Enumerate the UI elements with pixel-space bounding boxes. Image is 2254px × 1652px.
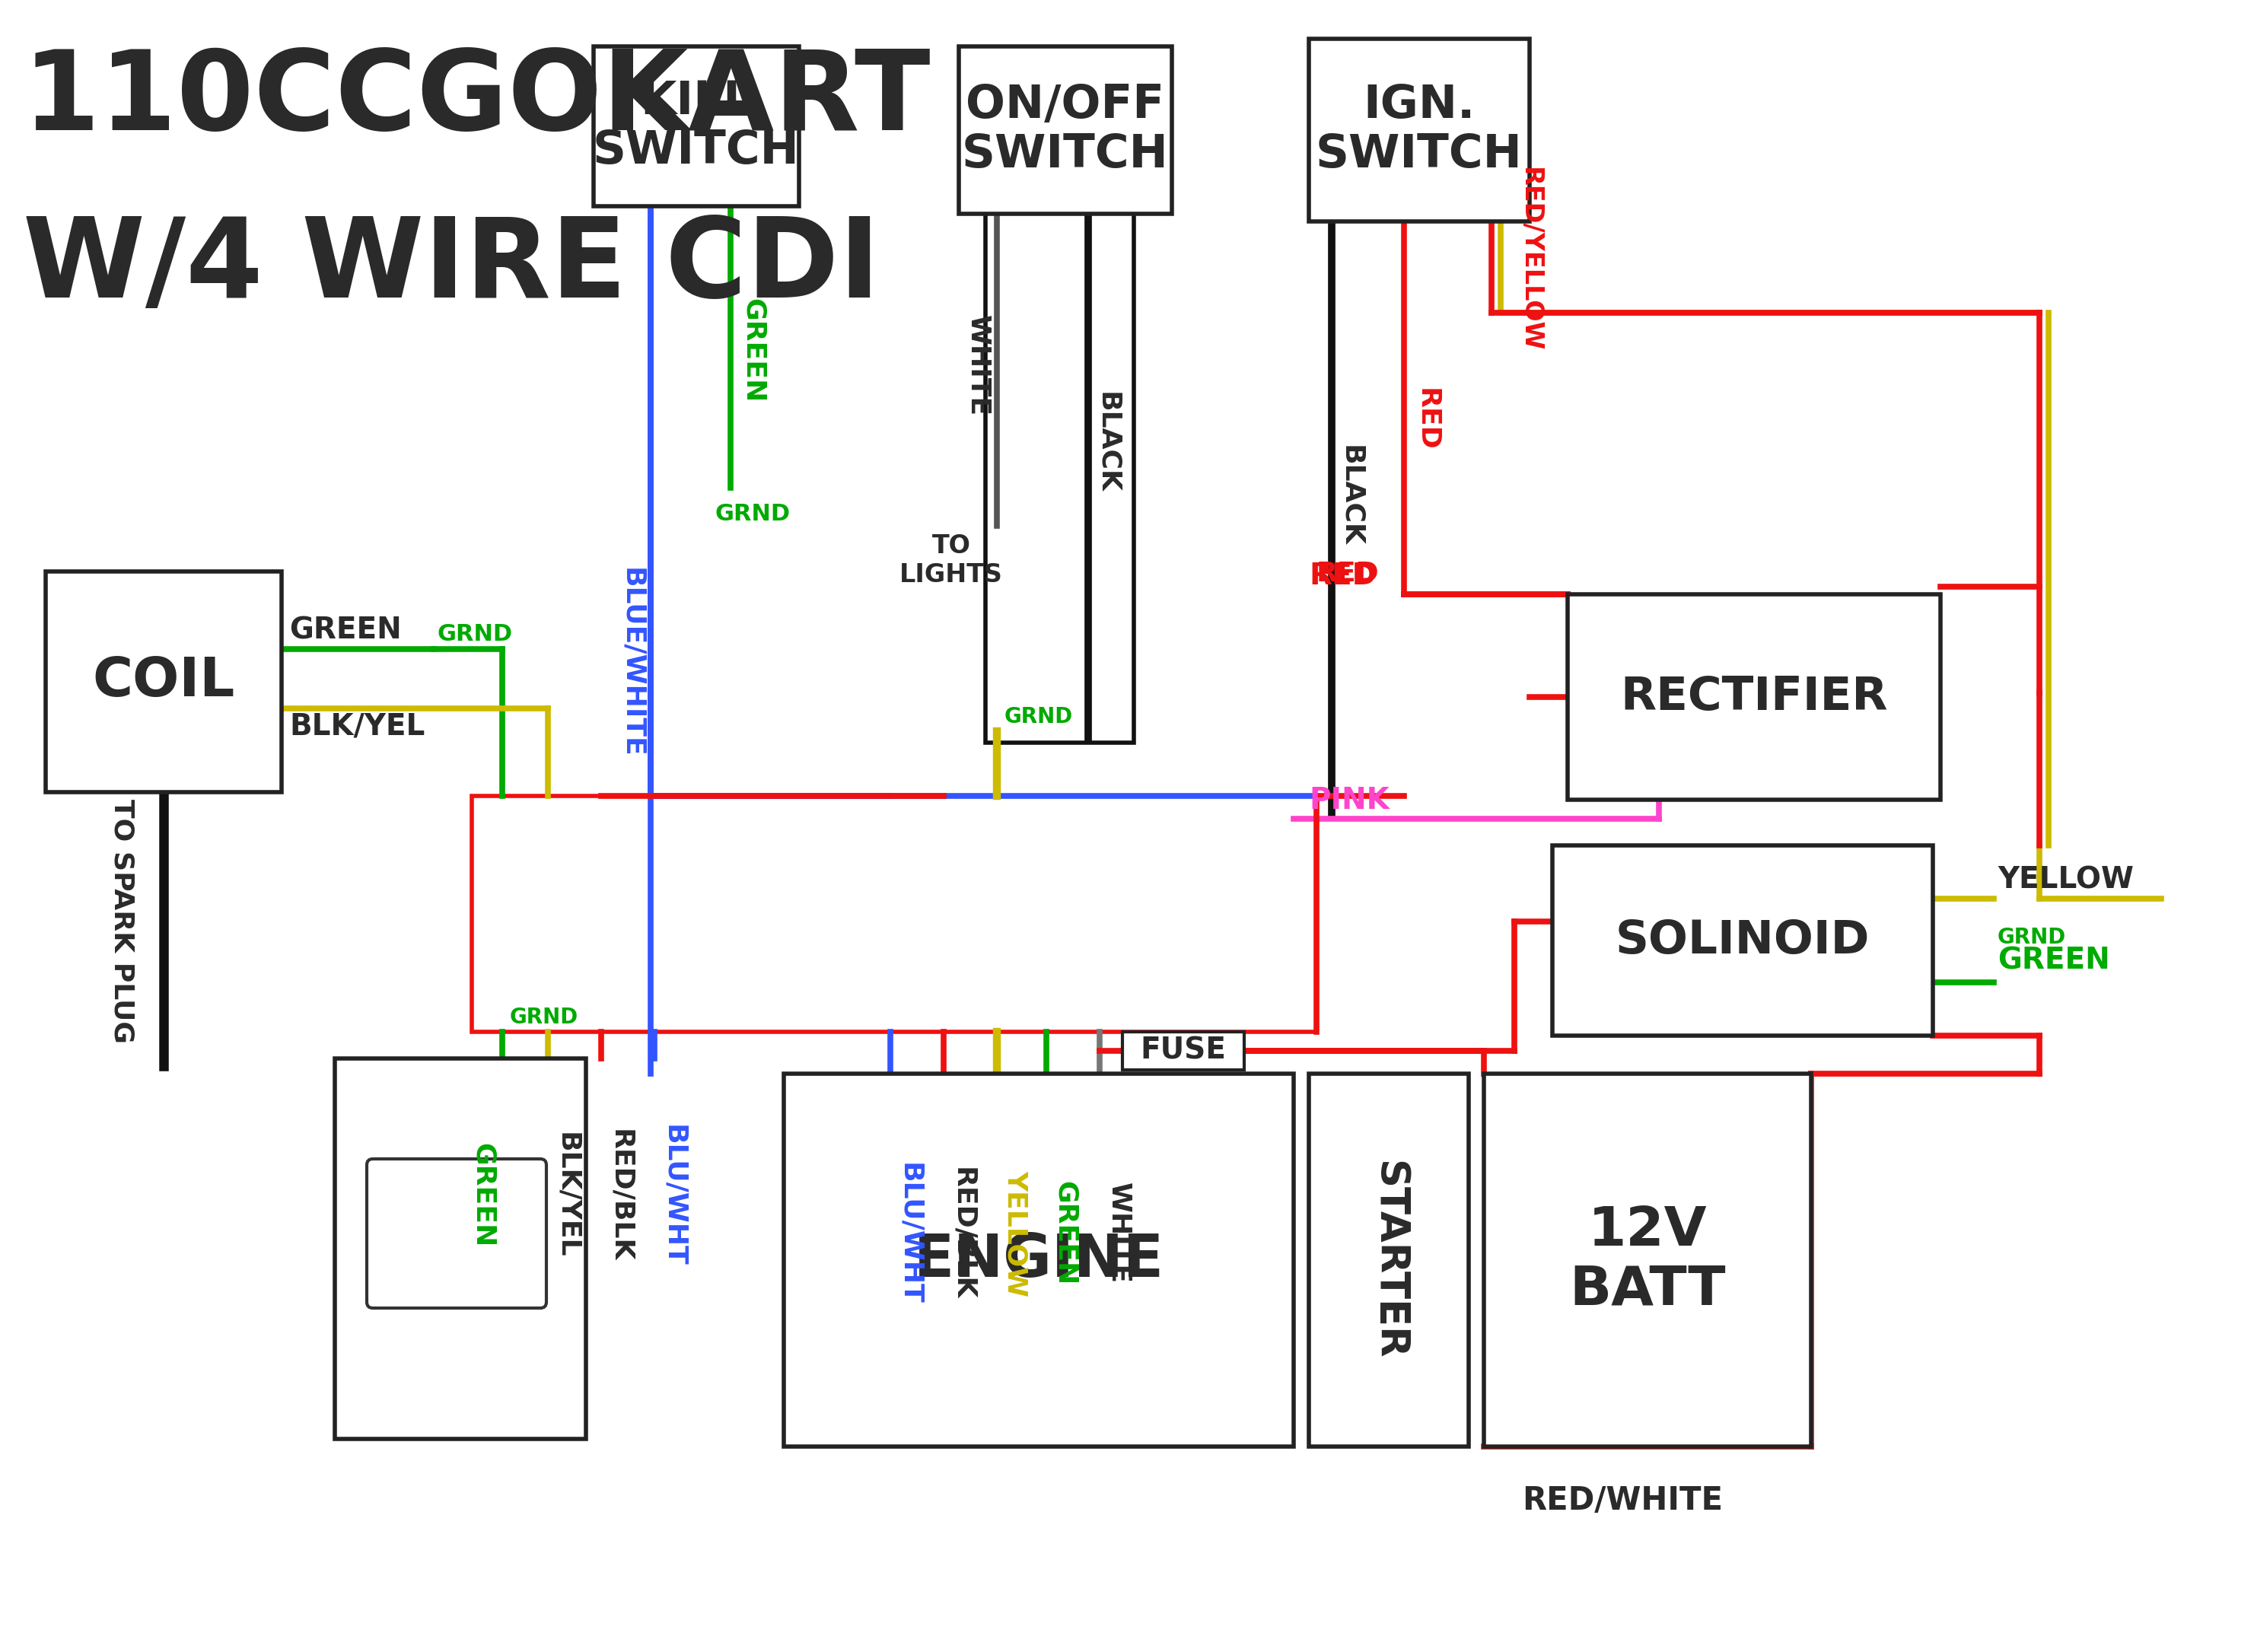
Text: TO SPARK PLUG: TO SPARK PLUG: [108, 800, 135, 1044]
Text: GREEN: GREEN: [289, 616, 401, 644]
Bar: [1483, 1074, 1812, 1447]
Text: BLU/WHT: BLU/WHT: [660, 1125, 687, 1267]
Text: BLUE/WHITE: BLUE/WHITE: [618, 568, 645, 758]
Text: 12V
BATT: 12V BATT: [1569, 1204, 1727, 1315]
Text: BLK/YEL: BLK/YEL: [289, 712, 426, 742]
Text: GRND: GRND: [1997, 927, 2067, 948]
Text: BLACK: BLACK: [1339, 444, 1364, 545]
Bar: [1553, 846, 1934, 1036]
Bar: [593, 46, 798, 207]
FancyBboxPatch shape: [367, 1160, 545, 1308]
Text: RECTIFIER: RECTIFIER: [1621, 674, 1889, 720]
Text: BLU/WHT: BLU/WHT: [897, 1163, 922, 1305]
Text: STARTER: STARTER: [1368, 1161, 1409, 1360]
Text: WHITE: WHITE: [1107, 1183, 1132, 1284]
Bar: [985, 210, 1134, 743]
Bar: [958, 46, 1172, 213]
Text: RED/WHITE: RED/WHITE: [1521, 1485, 1722, 1517]
Text: ON/OFF
SWITCH: ON/OFF SWITCH: [962, 83, 1170, 178]
Bar: [784, 1074, 1294, 1447]
Text: 110CCGOKART: 110CCGOKART: [23, 46, 931, 154]
Text: COIL: COIL: [92, 656, 234, 709]
Text: RED: RED: [1316, 560, 1379, 586]
Text: IGN.
SWITCH: IGN. SWITCH: [1316, 83, 1524, 178]
Text: GRND: GRND: [437, 623, 514, 644]
Text: CDI: CDI: [403, 1219, 518, 1277]
Text: GREEN: GREEN: [1053, 1181, 1077, 1285]
Text: RED/YELLOW: RED/YELLOW: [1517, 167, 1542, 352]
Bar: [1310, 38, 1530, 221]
Bar: [1122, 1032, 1244, 1070]
Text: W/4 WIRE CDI: W/4 WIRE CDI: [23, 213, 879, 320]
Text: ENGINE: ENGINE: [913, 1231, 1163, 1289]
Text: GREEN: GREEN: [1997, 947, 2110, 975]
Text: YELLOW: YELLOW: [1997, 866, 2135, 895]
Text: GREEN: GREEN: [739, 299, 766, 403]
Text: KILL
SWITCH: KILL SWITCH: [593, 79, 800, 173]
Text: PINK: PINK: [1310, 786, 1388, 814]
Text: GRND: GRND: [1005, 705, 1073, 727]
Text: GRND: GRND: [715, 502, 791, 525]
Bar: [1310, 1074, 1470, 1447]
Text: RED: RED: [1413, 388, 1440, 451]
Text: RED/BLK: RED/BLK: [606, 1128, 633, 1262]
Text: GREEN: GREEN: [471, 1143, 496, 1247]
Text: FUSE: FUSE: [1141, 1036, 1226, 1066]
Text: TO
LIGHTS: TO LIGHTS: [899, 534, 1003, 588]
Text: BLACK: BLACK: [1093, 392, 1120, 492]
Bar: [471, 796, 1316, 1032]
Text: SOLINOID: SOLINOID: [1616, 919, 1871, 963]
Bar: [45, 572, 282, 793]
Text: YELLOW: YELLOW: [1003, 1170, 1028, 1297]
Text: BLK/YEL: BLK/YEL: [554, 1133, 579, 1259]
Bar: [1567, 595, 1941, 800]
Text: RED/BLK: RED/BLK: [949, 1168, 976, 1300]
Bar: [336, 1059, 586, 1439]
Text: WHITE: WHITE: [965, 316, 992, 416]
Text: RED: RED: [1310, 562, 1377, 590]
Text: GRND: GRND: [509, 1006, 579, 1028]
